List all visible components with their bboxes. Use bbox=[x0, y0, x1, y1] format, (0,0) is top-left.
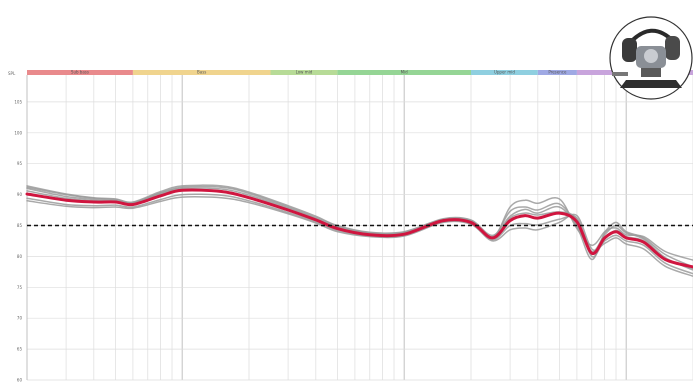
headphone-measurement-rig-icon bbox=[612, 28, 682, 88]
band-label: Upper mid bbox=[494, 70, 515, 75]
y-tick-label: 80 bbox=[17, 254, 23, 259]
band-label: Bass bbox=[197, 70, 206, 75]
product-thumbnail bbox=[609, 16, 693, 100]
sample-response-curve bbox=[26, 184, 693, 261]
y-axis-unit-label: SPL bbox=[8, 71, 16, 76]
sample-response-curve bbox=[26, 196, 693, 277]
band-label: Sub bass bbox=[71, 70, 89, 75]
band-label: Low mid bbox=[296, 70, 313, 75]
average-response-curve bbox=[25, 188, 693, 269]
y-tick-label: 70 bbox=[17, 316, 23, 321]
band-segment bbox=[337, 70, 471, 75]
band-segment bbox=[537, 70, 577, 75]
band-segment bbox=[27, 70, 133, 75]
band-segment bbox=[270, 70, 338, 75]
frequency-band-strip: Sub bass Bass Low mid Mid Upper mid Presence bbox=[27, 70, 693, 75]
y-tick-label: 60 bbox=[17, 378, 23, 383]
y-tick-label: 75 bbox=[17, 285, 23, 290]
band-segment bbox=[132, 70, 271, 75]
grid-lines bbox=[26, 75, 693, 381]
y-tick-label: 65 bbox=[17, 347, 23, 352]
y-tick-label: 90 bbox=[17, 192, 23, 197]
y-tick-label: 105 bbox=[14, 99, 22, 104]
measurement-curves bbox=[25, 184, 693, 277]
y-tick-label: 85 bbox=[17, 223, 23, 228]
band-label: Mid bbox=[401, 70, 409, 75]
y-axis-ticks: 60 65 70 75 80 85 90 95 100 105 bbox=[14, 99, 22, 382]
y-tick-label: 95 bbox=[17, 161, 23, 166]
band-label: Presence bbox=[548, 70, 567, 75]
band-segment bbox=[471, 70, 538, 75]
y-tick-label: 100 bbox=[14, 130, 22, 135]
